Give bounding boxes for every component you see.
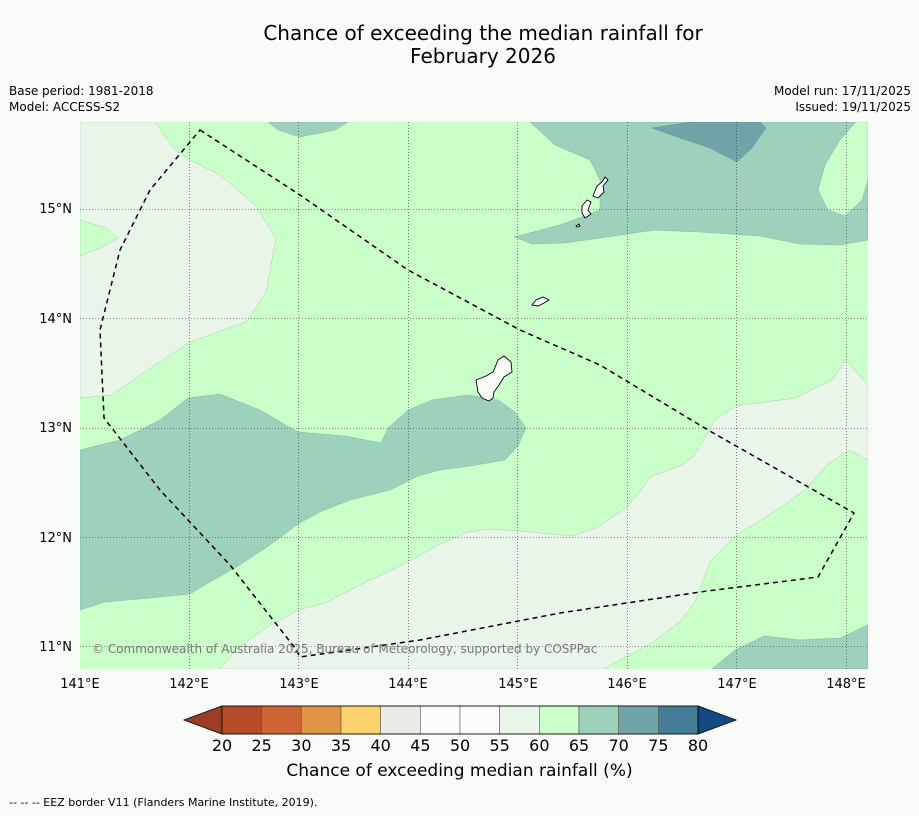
lat-label-14n: 14°N (39, 312, 72, 327)
eez-footnote: -- -- -- EEZ border V11 (Flanders Marine… (9, 796, 318, 809)
colorbar-tick-label: 70 (608, 736, 628, 755)
lat-label-13n: 13°N (39, 421, 72, 436)
contour-65-70-northeast (513, 122, 868, 246)
contour-65-70-north-patch (267, 122, 349, 138)
contour-60-65-east-hole (817, 122, 868, 217)
lon-label-144e: 144°E (388, 677, 428, 692)
colorbar-frame (221, 705, 699, 735)
contour-55-60-south (219, 359, 868, 669)
colorbar-segment (499, 705, 540, 735)
map-figure: © Commonwealth of Australia 2025, Bureau… (39, 122, 868, 755)
contour-65-70-southeast (711, 624, 868, 669)
contour-55-60-west (80, 122, 277, 399)
copyright-text: © Commonwealth of Australia 2025, Bureau… (92, 642, 597, 656)
title-line-1: Chance of exceeding the median rainfall … (263, 21, 703, 45)
lon-label-147e: 147°E (717, 677, 757, 692)
colorbar-label: Chance of exceeding median rainfall (%) (286, 761, 633, 781)
colorbar-segment (420, 705, 461, 735)
lat-label-11n: 11°N (39, 640, 72, 655)
colorbar-segment (340, 705, 381, 735)
model-run-text: Model run: 17/11/2025 (773, 84, 911, 98)
contour-70-75-patch (651, 122, 767, 163)
colorbar-over-arrow (697, 705, 738, 735)
title-line-2: February 2026 (410, 44, 556, 68)
gridlines (80, 122, 868, 669)
colorbar-segment (301, 705, 342, 735)
lat-label-12n: 12°N (39, 531, 72, 546)
colorbar-tick-label: 25 (251, 736, 271, 755)
colorbar-segment (658, 705, 699, 735)
chart-title: Chance of exceeding the median rainfall … (0, 22, 919, 68)
contour-60-65-wedge (80, 219, 119, 257)
lon-label-143e: 143°E (279, 677, 319, 692)
contour-65-70-central (80, 393, 527, 611)
meta-right: Model run: 17/11/2025 Issued: 19/11/2025 (774, 83, 911, 115)
island-outlines (475, 176, 609, 402)
colorbar-tick-label: 80 (688, 736, 708, 755)
colorbar-tick-label: 50 (450, 736, 470, 755)
colorbar-under-arrow (182, 705, 223, 735)
lat-labels: 15°N 14°N 13°N 12°N 11°N (39, 202, 72, 655)
colorbar-tick-label: 35 (331, 736, 351, 755)
colorbar-segment (539, 705, 580, 735)
issued-text: Issued: 19/11/2025 (795, 100, 911, 114)
map-area: © Commonwealth of Australia 2025, Bureau… (80, 122, 868, 669)
lon-label-145e: 145°E (498, 677, 538, 692)
colorbar-segments (221, 705, 699, 735)
base-period-text: Base period: 1981-2018 (9, 84, 154, 98)
colorbar-tick-label: 40 (370, 736, 390, 755)
colorbar-segment (618, 705, 659, 735)
colorbar-segment (261, 705, 302, 735)
colorbar-tick-label: 45 (410, 736, 430, 755)
colorbar-tick-label: 30 (291, 736, 311, 755)
lon-label-142e: 142°E (169, 677, 209, 692)
guam-island (475, 355, 513, 402)
colorbar-tick-label: 65 (569, 736, 589, 755)
colorbar-ticks: 20 25 30 35 40 45 50 55 60 65 70 75 80 (212, 736, 708, 755)
tinian-island (581, 199, 592, 219)
eez-border (99, 129, 856, 658)
lon-label-141e: 141°E (60, 677, 100, 692)
colorbar-segment (459, 705, 500, 735)
model-text: Model: ACCESS-S2 (9, 100, 121, 114)
meta-left: Base period: 1981-2018 Model: ACCESS-S2 (9, 83, 154, 115)
lat-label-15n: 15°N (39, 202, 72, 217)
colorbar: 20 25 30 35 40 45 50 55 60 65 70 75 80 (182, 705, 738, 755)
colorbar-tick-label: 20 (212, 736, 232, 755)
colorbar-segment (221, 705, 262, 735)
rota-island (531, 296, 550, 307)
saipan-island (592, 176, 609, 199)
colorbar-tick-label: 60 (529, 736, 549, 755)
colorbar-segment (380, 705, 421, 735)
aguijan-island (575, 223, 581, 228)
lon-labels: 141°E 142°E 143°E 144°E 145°E 146°E 147°… (60, 677, 866, 692)
lon-label-148e: 148°E (826, 677, 866, 692)
colorbar-segment (578, 705, 619, 735)
colorbar-tick-label: 55 (489, 736, 509, 755)
lon-label-146e: 146°E (607, 677, 647, 692)
colorbar-tick-label: 75 (648, 736, 668, 755)
